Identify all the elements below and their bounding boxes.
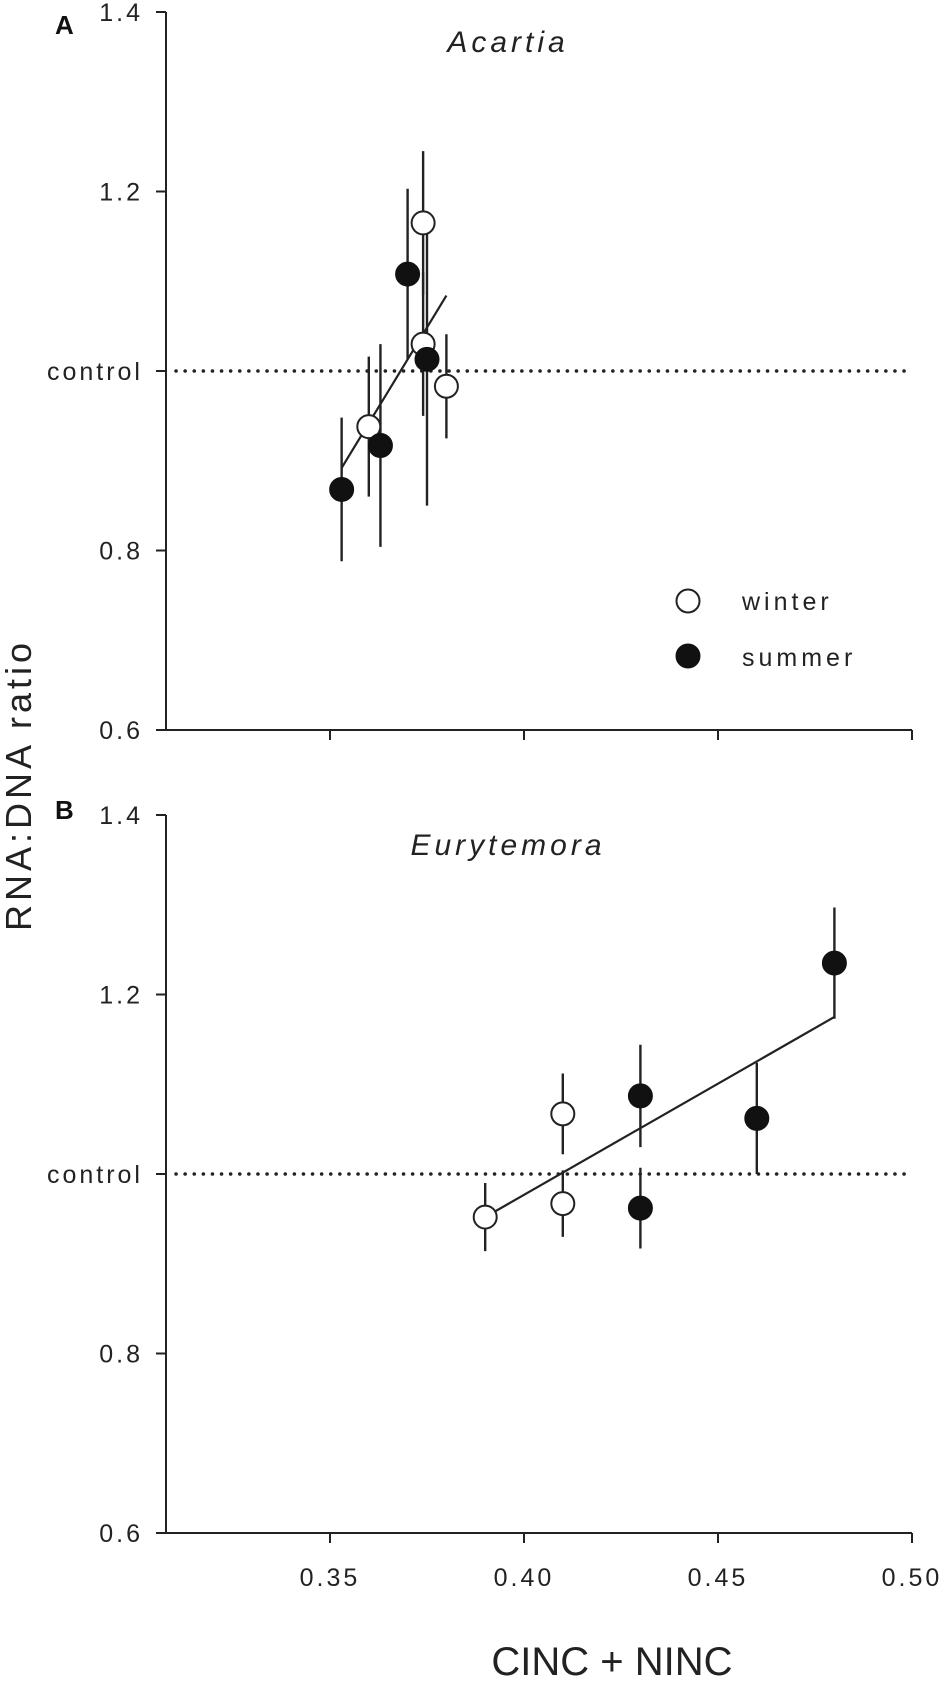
panel-letter: A — [55, 10, 74, 40]
y-tick-label: 0.6 — [99, 1520, 143, 1548]
data-point-summer — [627, 1083, 653, 1109]
control-label: control — [47, 358, 143, 386]
chart-title: Eurytemora — [410, 829, 605, 862]
data-point-winter — [410, 210, 436, 236]
legend-winter-marker — [675, 588, 701, 614]
legend-winter-label: winter — [741, 588, 833, 616]
y-tick-label: 1.2 — [99, 982, 143, 1010]
y-tick-label: 0.8 — [99, 1341, 143, 1369]
y-tick-label: 1.2 — [99, 179, 143, 207]
x-tick-label: 0.35 — [300, 1564, 361, 1592]
x-tick-label: 0.50 — [882, 1564, 943, 1592]
x-axis-label: CINC + NINC — [491, 1640, 732, 1684]
legend-summer-marker — [675, 643, 701, 669]
y-tick-label: 1.4 — [99, 0, 143, 27]
panel-a: A Acartia 0.6 0.8 1.2 1.4 control — [47, 0, 913, 745]
data-point-summer — [744, 1105, 770, 1131]
y-tick-label: 0.8 — [99, 538, 143, 566]
chart-title: Acartia — [445, 26, 568, 59]
data-point-summer — [395, 261, 421, 287]
data-point-summer — [821, 950, 847, 976]
data-point-winter — [433, 373, 459, 399]
data-point-summer — [627, 1195, 653, 1221]
legend-summer-label: summer — [742, 644, 856, 672]
data-point-winter — [550, 1191, 576, 1217]
panel-letter: B — [55, 795, 74, 825]
panel-b: B Eurytemora 0.6 0.8 1.2 1.4 control 0.35 0.40 0.… — [47, 795, 943, 1592]
regression-line — [340, 295, 448, 469]
data-point-winter — [356, 414, 382, 440]
y-tick-label: 1.4 — [99, 802, 143, 830]
data-point-summer — [329, 476, 355, 502]
data-point-summer — [367, 432, 393, 458]
control-label: control — [47, 1161, 143, 1189]
data-point-winter — [472, 1204, 498, 1230]
data-point-winter — [550, 1101, 576, 1127]
legend: winter summer — [675, 588, 856, 672]
regression-line — [484, 1015, 835, 1219]
data-point-summer — [414, 346, 440, 372]
x-tick-label: 0.45 — [688, 1564, 749, 1592]
y-tick-label: 0.6 — [99, 717, 143, 745]
x-tick-label: 0.40 — [494, 1564, 555, 1592]
y-axis-label: RNA:DNA ratio — [0, 639, 39, 931]
